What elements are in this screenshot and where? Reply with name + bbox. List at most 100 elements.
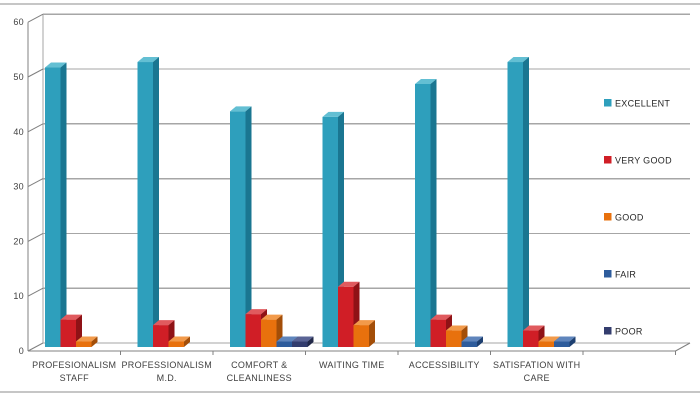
- bar-top-face: [430, 314, 452, 320]
- bar-front-face: [276, 341, 292, 347]
- bar-front-face: [415, 83, 431, 348]
- bar-top-face: [507, 57, 529, 63]
- bar-front-face: [60, 319, 76, 347]
- bar-side-face: [569, 336, 576, 347]
- bar-top-face: [523, 325, 545, 331]
- bar-top-face: [45, 62, 67, 68]
- bar-front-face: [322, 116, 338, 347]
- bar-top-face: [168, 336, 190, 342]
- bar-front-face: [446, 330, 462, 347]
- bar-front-face: [261, 319, 277, 347]
- bar-top-face: [322, 111, 344, 117]
- bar-poor-cat3[interactable]: [292, 336, 314, 347]
- y-depth-connector: [27, 342, 44, 352]
- legend-label: POOR: [615, 327, 643, 337]
- bar-top-face: [415, 78, 437, 84]
- bar-top-face: [292, 336, 314, 342]
- legend-item-very-good[interactable]: VERY GOOD: [604, 156, 672, 166]
- bar-side-face: [477, 336, 483, 347]
- bar-good-cat1[interactable]: [76, 336, 98, 347]
- bar-top-face: [276, 336, 298, 342]
- bar-front-face: [507, 62, 523, 347]
- x-category-label-2: PROFESSIONALISM M.D.: [121, 360, 212, 383]
- bar-top-face: [261, 314, 283, 320]
- bar-front-face: [168, 341, 184, 347]
- x-axis: [28, 342, 691, 355]
- legend-label: FAIR: [615, 270, 636, 280]
- bar-good-cat2[interactable]: [168, 336, 191, 347]
- bar-front-face: [153, 325, 169, 347]
- x-category-label-3: COMFORT & CLEANLINESS: [227, 360, 292, 383]
- bar-top-face: [338, 281, 360, 287]
- bar-top-face: [245, 309, 267, 315]
- bar-side-face: [184, 336, 190, 347]
- legend-item-poor[interactable]: POOR: [604, 327, 643, 337]
- y-tick-label-10: 10: [13, 291, 24, 301]
- bar-front-face: [245, 314, 261, 347]
- bar-good-cat4[interactable]: [353, 320, 376, 347]
- bar-side-face: [153, 57, 159, 347]
- y-tick-label-20: 20: [13, 236, 24, 246]
- legend-item-excellent[interactable]: EXCELLENT: [604, 99, 670, 109]
- bars: [45, 57, 576, 348]
- bar-front-face: [76, 341, 92, 347]
- bar-front-face: [538, 341, 554, 347]
- legend: EXCELLENT VERY GOOD GOOD FAIR POOR: [604, 99, 672, 337]
- bar-fair-cat6[interactable]: [554, 336, 576, 347]
- bar-front-face: [338, 286, 354, 347]
- bar-side-face: [523, 57, 529, 347]
- y-depth-connector: [27, 68, 44, 78]
- legend-label: VERY GOOD: [615, 156, 672, 166]
- y-depth-connector: [27, 178, 44, 188]
- bar-top-face: [153, 320, 175, 326]
- bar-side-face: [245, 106, 252, 347]
- bar-side-face: [369, 320, 375, 347]
- bar-excellent-cat2[interactable]: [137, 57, 160, 347]
- bar-fair-cat5[interactable]: [461, 336, 484, 347]
- bar-top-face: [353, 320, 375, 326]
- y-tick-label-30: 30: [13, 182, 24, 192]
- bar-front-face: [292, 341, 308, 347]
- bar-excellent-cat3[interactable]: [230, 106, 252, 347]
- bar-top-face: [554, 336, 576, 342]
- bar-top-face: [60, 314, 82, 320]
- bar-front-face: [523, 330, 539, 347]
- legend-item-fair[interactable]: FAIR: [604, 270, 636, 280]
- x-category-label-1: PROFESIONALISM STAFF: [32, 360, 116, 383]
- bar-front-face: [461, 341, 477, 347]
- x-category-label-6: SATISFATION WITH CARE: [493, 360, 580, 383]
- y-depth-connector: [27, 13, 44, 23]
- bar-top-face: [76, 336, 98, 342]
- legend-label: GOOD: [615, 213, 644, 223]
- bar-front-face: [353, 325, 369, 347]
- frame-top-border: [0, 3, 700, 5]
- y-tick-label-40: 40: [13, 127, 24, 137]
- legend-item-good[interactable]: GOOD: [604, 213, 644, 223]
- bar-top-face: [230, 106, 252, 112]
- legend-swatch-icon: [604, 156, 612, 164]
- bar-side-face: [91, 336, 98, 347]
- bar-side-face: [307, 336, 314, 347]
- y-tick-label-50: 50: [13, 72, 24, 82]
- bar-excellent-cat5[interactable]: [415, 78, 437, 348]
- y-axis: 0 10 20 30 40 50 60: [13, 13, 44, 356]
- legend-swatch-icon: [604, 213, 612, 221]
- bar-front-face: [554, 341, 570, 347]
- y-depth-connector: [27, 232, 44, 242]
- x-category-label-4: WAITING TIME: [319, 360, 385, 370]
- bar-top-face: [538, 336, 560, 342]
- legend-swatch-icon: [604, 99, 612, 107]
- frame-bottom-border: [0, 391, 700, 393]
- x-category-label-5: ACCESSIBILITY: [409, 360, 480, 370]
- bar-side-face: [430, 78, 437, 348]
- bar-front-face: [137, 62, 153, 347]
- bar-front-face: [230, 111, 246, 347]
- bar-excellent-cat1[interactable]: [45, 62, 67, 348]
- bar-very-good-cat2[interactable]: [153, 320, 175, 347]
- y-tick-label-60: 60: [13, 17, 24, 27]
- bar-excellent-cat6[interactable]: [507, 57, 530, 347]
- y-depth-connector: [27, 123, 44, 133]
